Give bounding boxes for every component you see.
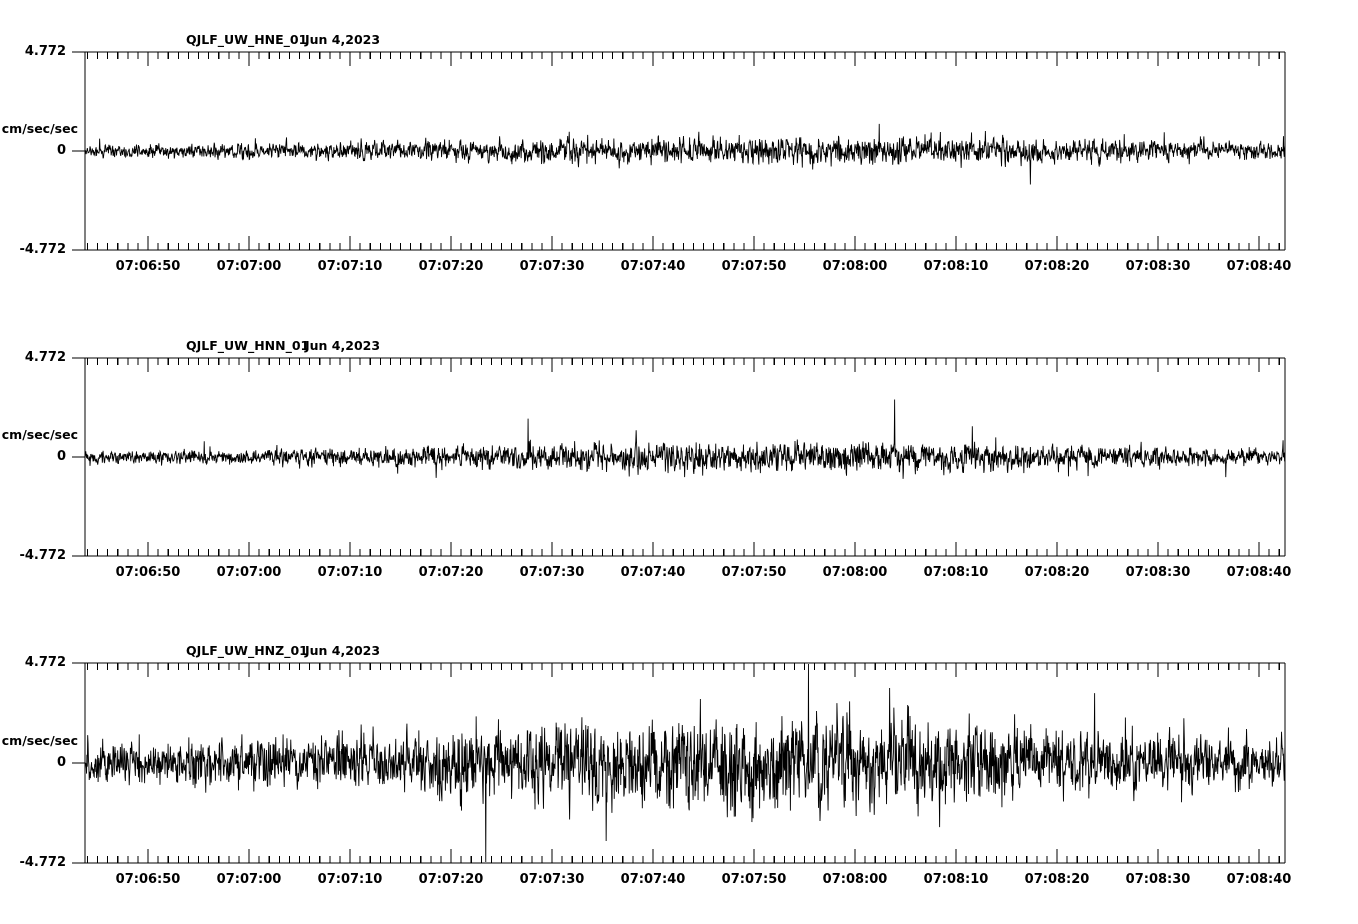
xtick-label: 07:08:10 — [923, 872, 989, 887]
xtick-label: 07:08:30 — [1125, 259, 1191, 274]
xtick-label: 07:07:00 — [216, 259, 282, 274]
xtick-label: 07:08:20 — [1024, 259, 1090, 274]
xtick-label: 07:07:20 — [418, 259, 484, 274]
xtick-label: 07:08:40 — [1226, 259, 1292, 274]
xtick-label: 07:06:50 — [115, 872, 181, 887]
xtick-label: 07:08:40 — [1226, 872, 1292, 887]
xtick-label: 07:08:40 — [1226, 565, 1292, 580]
xtick-label: 07:07:40 — [620, 872, 686, 887]
trace-title-hne: QJLF_UW_HNE_01 — [186, 32, 308, 47]
trace-date-hne: Jun 4,2023 — [305, 32, 381, 47]
xtick-label: 07:07:20 — [418, 872, 484, 887]
ytick-label-mid-hnz: 0 — [56, 755, 66, 770]
xtick-label: 07:06:50 — [115, 259, 181, 274]
xtick-label: 07:08:10 — [923, 565, 989, 580]
xtick-label: 07:07:50 — [721, 872, 787, 887]
xtick-label: 07:08:10 — [923, 259, 989, 274]
ytick-label-bottom-hne: -4.772 — [19, 242, 66, 257]
trace-date-hnn: Jun 4,2023 — [305, 338, 381, 353]
xtick-label: 07:08:00 — [822, 872, 888, 887]
xtick-label: 07:07:40 — [620, 259, 686, 274]
xtick-label: 07:07:10 — [317, 565, 383, 580]
xtick-label: 07:07:00 — [216, 872, 282, 887]
xtick-label: 07:07:40 — [620, 565, 686, 580]
xtick-label: 07:07:30 — [519, 259, 585, 274]
ytick-label-bottom-hnz: -4.772 — [19, 855, 66, 870]
ytick-label-top-hnz: 4.772 — [24, 655, 66, 670]
xtick-label: 07:08:30 — [1125, 872, 1191, 887]
ytick-label-mid-hne: 0 — [56, 143, 66, 158]
ytick-label-bottom-hnn: -4.772 — [19, 548, 66, 563]
yaxis-units-hne: cm/sec/sec — [1, 121, 78, 136]
trace-date-hnz: Jun 4,2023 — [305, 643, 381, 658]
xtick-label: 07:08:20 — [1024, 872, 1090, 887]
xtick-label: 07:07:50 — [721, 259, 787, 274]
xtick-label: 07:07:10 — [317, 872, 383, 887]
waveform-trace-hne — [84, 123, 1286, 185]
xtick-label: 07:08:00 — [822, 259, 888, 274]
xtick-label: 07:08:00 — [822, 565, 888, 580]
ytick-label-mid-hnn: 0 — [56, 449, 66, 464]
xtick-label: 07:07:00 — [216, 565, 282, 580]
waveform-trace-hnz — [84, 663, 1286, 863]
xtick-label: 07:08:20 — [1024, 565, 1090, 580]
xtick-label: 07:07:10 — [317, 259, 383, 274]
xtick-label: 07:07:50 — [721, 565, 787, 580]
xtick-label: 07:07:30 — [519, 565, 585, 580]
yaxis-units-hnn: cm/sec/sec — [1, 427, 78, 442]
trace-title-hnn: QJLF_UW_HNN_01 — [186, 338, 310, 353]
xtick-label: 07:08:30 — [1125, 565, 1191, 580]
xtick-label: 07:07:30 — [519, 872, 585, 887]
ytick-label-top-hne: 4.772 — [24, 44, 66, 59]
xtick-label: 07:06:50 — [115, 565, 181, 580]
xtick-label: 07:07:20 — [418, 565, 484, 580]
waveform-trace-hnn — [84, 399, 1286, 479]
ytick-label-top-hnn: 4.772 — [24, 350, 66, 365]
yaxis-units-hnz: cm/sec/sec — [1, 733, 78, 748]
trace-title-hnz: QJLF_UW_HNZ_01 — [186, 643, 308, 658]
